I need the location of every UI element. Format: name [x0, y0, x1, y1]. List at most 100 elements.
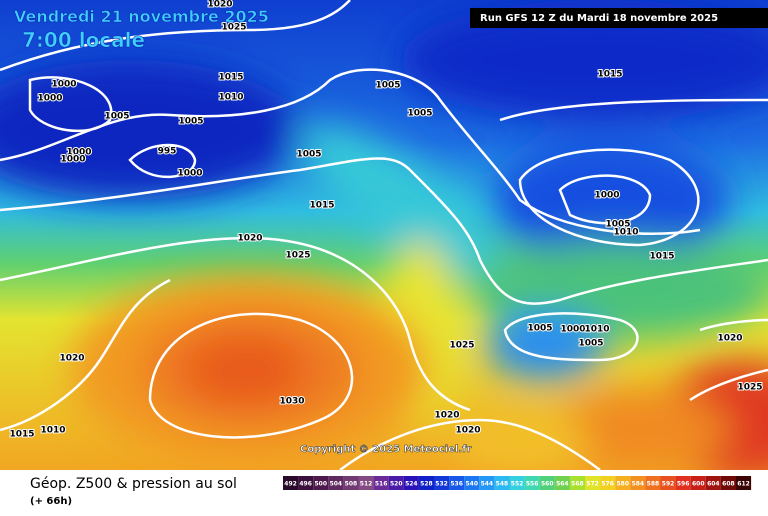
legend-tick-label: 584: [632, 481, 645, 488]
legend-swatch: [705, 476, 721, 490]
legend-swatch: [343, 476, 359, 490]
legend-tick-label: 516: [375, 481, 388, 488]
legend-swatch: [645, 476, 661, 490]
legend-swatch: [328, 476, 344, 490]
isobar-label: 1015: [649, 252, 674, 262]
legend-tick-label: 548: [496, 481, 509, 488]
isobar-label: 1000: [37, 94, 62, 104]
legend-tick-label: 552: [511, 481, 524, 488]
legend-tick-label: 544: [481, 481, 494, 488]
isobar-label: 1000: [560, 325, 585, 335]
isobar-label: 1005: [104, 112, 129, 122]
legend-swatch: [585, 476, 601, 490]
isobar-label: 1005: [578, 339, 603, 349]
isobar-label: 1010: [218, 93, 243, 103]
isobar-label: 1025: [737, 383, 762, 393]
isobar-label: 1005: [527, 324, 552, 334]
legend-tick-label: 576: [601, 481, 614, 488]
legend-swatch: [736, 476, 752, 490]
legend-tick-label: 596: [677, 481, 690, 488]
isobar-label: 1015: [9, 430, 34, 440]
legend-swatch: [690, 476, 706, 490]
legend-swatch: [479, 476, 495, 490]
isobar-label: 1010: [613, 228, 638, 238]
legend-tick-label: 512: [360, 481, 373, 488]
isobar-label: 1010: [584, 325, 609, 335]
isobar-label: 1000: [177, 169, 202, 179]
legend-tick-label: 560: [541, 481, 554, 488]
isobar-label: 1005: [605, 220, 630, 230]
legend-swatch: [313, 476, 329, 490]
isobar-label: 1020: [207, 0, 232, 10]
legend-swatch: [388, 476, 404, 490]
legend-swatch: [509, 476, 525, 490]
legend-swatch: [449, 476, 465, 490]
legend-tick-label: 556: [526, 481, 539, 488]
isobar-label: 1015: [218, 73, 243, 83]
isobar-label: 1020: [59, 354, 84, 364]
isobar-label: 1020: [717, 334, 742, 344]
legend-tick-label: 592: [662, 481, 675, 488]
isobar-label: 995: [158, 147, 177, 157]
run-box: [470, 8, 768, 28]
isobar-label: 1020: [455, 426, 480, 436]
legend-tick-label: 604: [707, 481, 720, 488]
legend-swatch: [298, 476, 314, 490]
legend-swatch: [554, 476, 570, 490]
legend-swatch: [403, 476, 419, 490]
legend-tick-label: 492: [284, 481, 297, 488]
isobar-label: 1010: [40, 426, 65, 436]
legend-tick-label: 540: [465, 481, 478, 488]
legend-swatch: [434, 476, 450, 490]
legend-swatch: [524, 476, 540, 490]
isobar-label: 1025: [285, 251, 310, 261]
color-legend: 492 496 500 504 508 512 516 520 524 528 532 536 540 5…: [283, 476, 752, 490]
isobar-label: 1020: [237, 234, 262, 244]
isobar-label: 1030: [279, 397, 304, 407]
isobar-label: 1020: [434, 411, 459, 421]
legend-tick-label: 612: [737, 481, 750, 488]
legend-tick-label: 564: [556, 481, 569, 488]
legend-swatch: [660, 476, 676, 490]
legend-tick-label: 520: [390, 481, 403, 488]
isobar-label: 1015: [597, 70, 622, 80]
isobar-label: 1005: [296, 150, 321, 160]
legend-tick-label: 508: [345, 481, 358, 488]
footer-title: Géop. Z500 & pression au sol: [30, 476, 237, 492]
isobar-label: 1025: [449, 341, 474, 351]
isobar-label: 1005: [375, 81, 400, 91]
legend-tick-label: 524: [405, 481, 418, 488]
isobar-label: 1005: [407, 109, 432, 119]
legend-tick-label: 580: [616, 481, 629, 488]
legend-swatch: [373, 476, 389, 490]
time: 7:00 locale: [22, 28, 145, 52]
isobar-label: 1015: [309, 201, 334, 211]
legend-swatch: [720, 476, 736, 490]
isobar-label: 1000: [51, 80, 76, 90]
legend-tick-label: 568: [571, 481, 584, 488]
footer-lead: (+ 66h): [30, 496, 72, 507]
legend-tick-label: 536: [450, 481, 463, 488]
legend-tick-label: 588: [647, 481, 660, 488]
isobar-label: 1025: [221, 23, 246, 33]
legend-tick-label: 500: [314, 481, 327, 488]
isobar-label: 1000: [594, 191, 619, 201]
legend-swatch: [283, 476, 299, 490]
legend-tick-label: 532: [435, 481, 448, 488]
date: Vendredi 21 novembre 2025: [14, 7, 269, 26]
legend-tick-label: 496: [299, 481, 312, 488]
legend-tick-label: 504: [330, 481, 343, 488]
legend-swatch: [539, 476, 555, 490]
legend-swatch: [569, 476, 585, 490]
legend-swatch: [615, 476, 631, 490]
isobar-label: 1000: [60, 155, 85, 165]
run-info: Run GFS 12 Z du Mardi 18 novembre 2025: [480, 13, 718, 24]
isobar-label: 1005: [178, 117, 203, 127]
legend-swatch: [494, 476, 510, 490]
map-area: 1020102510001000100510151010100599510001…: [0, 0, 768, 470]
legend-tick-label: 528: [420, 481, 433, 488]
legend-tick-label: 600: [692, 481, 705, 488]
legend-tick-label: 608: [722, 481, 735, 488]
legend-swatch: [358, 476, 374, 490]
